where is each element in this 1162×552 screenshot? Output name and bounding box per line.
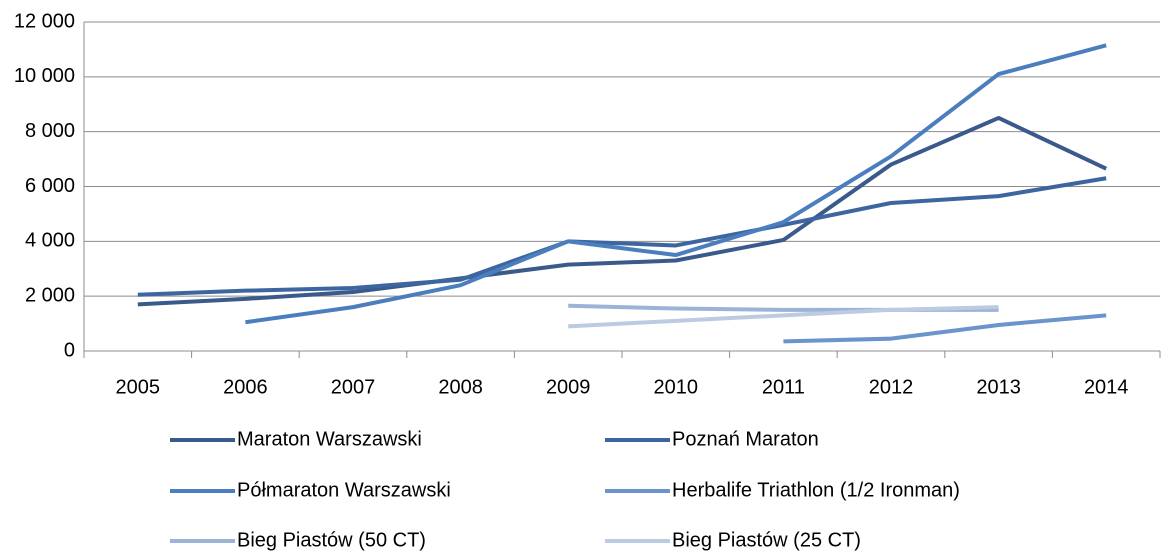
y-tick-label: 2 000 (25, 284, 75, 306)
y-tick-label: 8 000 (25, 120, 75, 142)
x-tick-label: 2007 (331, 376, 376, 398)
series-line (783, 313, 1107, 344)
y-tick-label: 12 000 (14, 10, 75, 32)
legend-label: Bieg Piastów (25 CT) (672, 529, 861, 551)
series-line (568, 305, 999, 329)
x-tick-label: 2008 (438, 376, 483, 398)
y-tick-label: 10 000 (14, 65, 75, 87)
x-tick-label: 2012 (869, 376, 914, 398)
legend-label: Bieg Piastów (50 CT) (237, 529, 426, 551)
y-tick-label: 6 000 (25, 175, 75, 197)
series-line (245, 43, 1107, 325)
x-tick-label: 2006 (223, 376, 268, 398)
x-tick-label: 2011 (762, 376, 805, 398)
x-tick-label: 2014 (1084, 376, 1129, 398)
series-line (137, 176, 1107, 297)
legend-label: Poznań Maraton (672, 428, 819, 450)
series-line (137, 115, 1108, 307)
legend-label: Maraton Warszawski (237, 428, 422, 450)
x-tick-label: 2009 (546, 376, 591, 398)
x-tick-label: 2005 (116, 376, 161, 398)
x-tick-label: 2010 (654, 376, 699, 398)
x-tick-label: 2013 (976, 376, 1021, 398)
y-tick-label: 4 000 (25, 230, 75, 252)
legend-label: Półmaraton Warszawski (237, 479, 451, 501)
legend-label: Herbalife Triathlon (1/2 Ironman) (672, 479, 960, 501)
y-tick-label: 0 (64, 339, 75, 361)
